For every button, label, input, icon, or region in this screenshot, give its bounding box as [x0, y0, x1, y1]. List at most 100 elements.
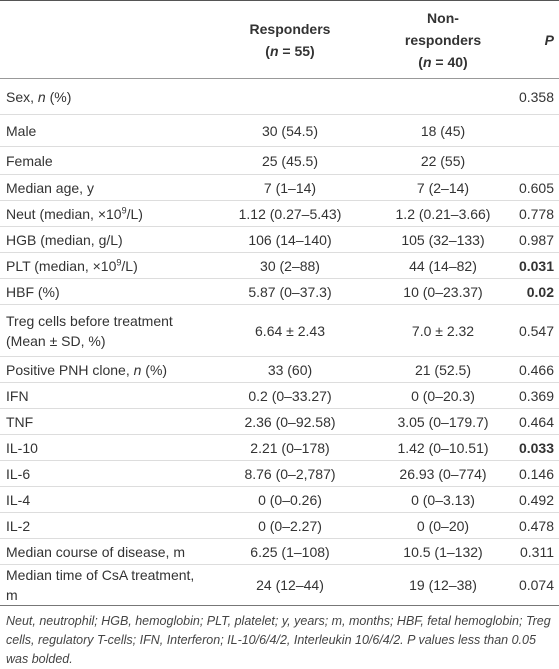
- text: 21 (52.5): [414, 361, 472, 378]
- row-label: Median age, y: [0, 175, 205, 201]
- superscript: 9: [121, 204, 127, 215]
- p-value: 0.031: [511, 253, 559, 279]
- responders-value: 8.76 (0–2,787): [205, 461, 375, 487]
- text: 2.21 (0–178): [250, 439, 330, 456]
- text: 0.466: [518, 361, 554, 378]
- p-value: 0.492: [511, 487, 559, 513]
- responders-value: 2.21 (0–178): [205, 435, 375, 461]
- text: 33 (60): [267, 361, 313, 378]
- row-label: Female: [0, 147, 205, 175]
- nonresponders-value: 3.05 (0–179.7): [375, 409, 511, 435]
- text: 105 (32–133): [401, 231, 485, 248]
- table-row: PLT (median, ×109/L) 30 (2–88) 44 (14–82) 0…: [0, 253, 559, 279]
- text: 10.5 (1–132): [403, 543, 483, 560]
- header-line: Non-: [375, 7, 511, 29]
- text: 2.36 (0–92.58): [244, 413, 336, 430]
- text: 0.492: [518, 491, 554, 508]
- table-row: IFN 0.2 (0–33.27) 0 (0–20.3) 0.369: [0, 383, 559, 409]
- p-value: 0.464: [511, 409, 559, 435]
- text: 6.64 ± 2.43: [255, 322, 325, 339]
- p-value: [511, 147, 559, 175]
- header-empty: [0, 1, 205, 79]
- text: 0.074: [518, 577, 554, 593]
- nonresponders-value: 0 (0–20): [375, 513, 511, 539]
- text: 0.031: [518, 257, 554, 274]
- nonresponders-value: 0 (0–20.3): [375, 383, 511, 409]
- text: 7 (1–14): [263, 179, 317, 196]
- text: Non-: [427, 9, 459, 26]
- nonresponders-value: 1.2 (0.21–3.66): [375, 201, 511, 227]
- text: PLT (median, ×10: [6, 257, 117, 274]
- text: 22 (55): [420, 152, 466, 169]
- responders-value: 6.25 (1–108): [205, 539, 375, 565]
- text: 18 (45): [420, 122, 466, 139]
- text: n: [133, 361, 142, 378]
- nonresponders-value: [375, 79, 511, 115]
- text: Male: [6, 122, 37, 139]
- text: n: [37, 88, 46, 105]
- nonresponders-value: 21 (52.5): [375, 357, 511, 383]
- nonresponders-value: 18 (45): [375, 115, 511, 147]
- text: 0 (0–20.3): [411, 387, 475, 404]
- text: IL-6: [6, 465, 31, 482]
- table-row: Median course of disease, m 6.25 (1–108) 1…: [0, 539, 559, 565]
- table-row: HGB (median, g/L) 106 (14–140) 105 (32–133…: [0, 227, 559, 253]
- text: 25 (45.5): [261, 152, 319, 169]
- row-label: HGB (median, g/L): [0, 227, 205, 253]
- responders-value: 106 (14–140): [205, 227, 375, 253]
- table-row: Median time of CsA treatment, m 24 (12–44…: [0, 565, 559, 606]
- p-value: 0.358: [511, 79, 559, 115]
- text: 1.12 (0.27–5.43): [238, 205, 342, 222]
- text: 44 (14–82): [409, 257, 477, 274]
- table-row: HBF (%) 5.87 (0–37.3) 10 (0–23.37) 0.02: [0, 279, 559, 305]
- responders-value: 33 (60): [205, 357, 375, 383]
- p-value: 0.547: [511, 305, 559, 357]
- text: 0.02: [526, 283, 554, 300]
- responders-value: 25 (45.5): [205, 147, 375, 175]
- p-value: 0.478: [511, 513, 559, 539]
- text: IL-10: [6, 439, 38, 456]
- text: = 55): [278, 42, 315, 59]
- text: (: [418, 53, 423, 70]
- table-row: TNF 2.36 (0–92.58) 3.05 (0–179.7) 0.464: [0, 409, 559, 435]
- text: Positive PNH clone,: [6, 361, 134, 378]
- p-value: [511, 115, 559, 147]
- text: = 40): [431, 53, 468, 70]
- row-label: HBF (%): [0, 279, 205, 305]
- responders-value: 6.64 ± 2.43: [205, 305, 375, 357]
- header-line: Responders: [205, 18, 375, 40]
- text: 1.2 (0.21–3.66): [395, 205, 491, 222]
- results-table: Responders (n = 55) Non-responders (n = 40…: [0, 0, 559, 606]
- responders-value: [205, 79, 375, 115]
- text: HGB (median, g/L): [6, 231, 123, 248]
- superscript: 9: [116, 256, 122, 267]
- text: 0 (0–3.13): [411, 491, 475, 508]
- header-line: (n = 40): [375, 51, 511, 73]
- text: HBF (%): [6, 283, 60, 300]
- text: n: [269, 42, 279, 59]
- nonresponders-value: 7.0 ± 2.32: [375, 305, 511, 357]
- text: 0 (0–20): [416, 517, 470, 534]
- responders-value: 2.36 (0–92.58): [205, 409, 375, 435]
- row-label: IL-6: [0, 461, 205, 487]
- table-row: IL-6 8.76 (0–2,787) 26.93 (0–774) 0.146: [0, 461, 559, 487]
- header-line: (n = 55): [205, 40, 375, 62]
- p-value: 0.369: [511, 383, 559, 409]
- text: 7 (2–14): [416, 179, 470, 196]
- text: 0.146: [518, 465, 554, 482]
- responders-value: 30 (54.5): [205, 115, 375, 147]
- nonresponders-value: 0 (0–3.13): [375, 487, 511, 513]
- table-row: Male 30 (54.5) 18 (45): [0, 115, 559, 147]
- nonresponders-value: 10.5 (1–132): [375, 539, 511, 565]
- text: 0.987: [518, 231, 554, 248]
- nonresponders-value: 7 (2–14): [375, 175, 511, 201]
- row-label: IL-2: [0, 513, 205, 539]
- text: 30 (54.5): [261, 122, 319, 139]
- text: 0 (0–0.26): [258, 491, 322, 508]
- p-value: 0.605: [511, 175, 559, 201]
- text: n: [422, 53, 432, 70]
- table-row: Treg cells before treatment (Mean ± SD, …: [0, 305, 559, 357]
- responders-value: 1.12 (0.27–5.43): [205, 201, 375, 227]
- table-row: Positive PNH clone, n (%) 33 (60) 21 (52.5…: [0, 357, 559, 383]
- header-responders: Responders (n = 55): [205, 1, 375, 79]
